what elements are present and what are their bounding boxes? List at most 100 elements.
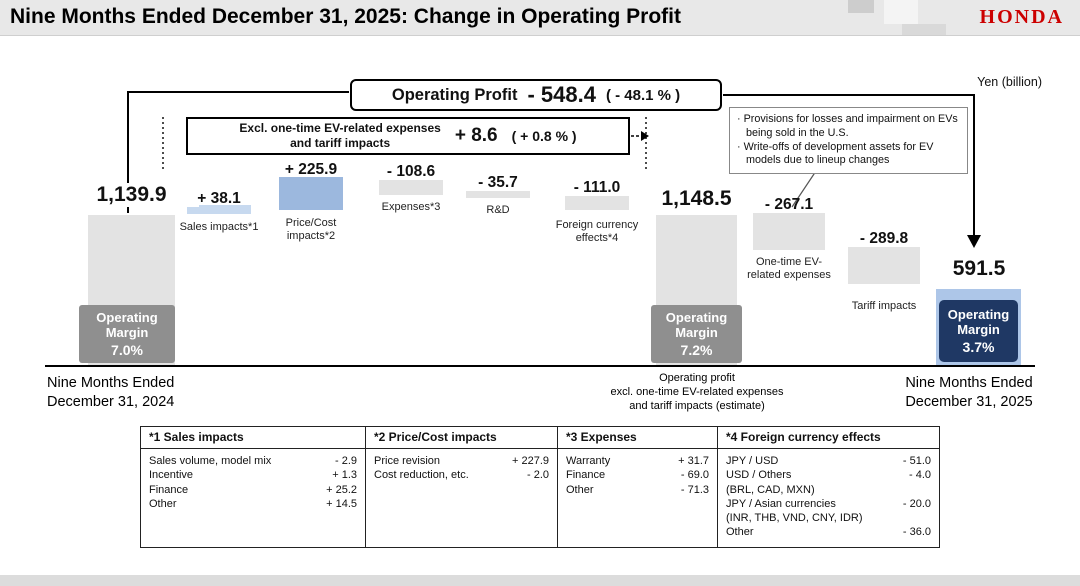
table-cell-value: - 71.3 (680, 483, 709, 496)
footnote-table: *1 Sales impacts Sales volume, model mix… (140, 426, 940, 548)
table-cell-value: + 14.5 (326, 497, 357, 510)
waterfall-bar-expenses (379, 180, 443, 195)
arrowhead-down-icon (967, 235, 981, 248)
axis-label-2025: Nine Months Ended December 31, 2025 (903, 374, 1035, 412)
table-column-expenses: *3 Expenses Warranty + 31.7 Finance - 69.0… (557, 427, 717, 547)
excl-label: Excl. one-time EV-related expenses and t… (239, 121, 440, 151)
axis-label-2024: Nine Months Ended December 31, 2024 (47, 374, 232, 412)
axis-line: December 31, 2025 (905, 394, 1033, 411)
decorative-shape (848, 0, 874, 13)
label-rnd: R&D (486, 204, 510, 216)
excl-change-value: + 8.6 (454, 125, 498, 146)
waterfall-bar-fx-effects (565, 196, 629, 210)
value-price-cost-impacts: + 225.9 (284, 161, 338, 178)
table-cell-label: Other (149, 497, 177, 510)
table-column-price-cost: *2 Price/Cost impacts Price revision + 22… (365, 427, 557, 547)
label-ev-expenses: One-time EV-related expenses (747, 256, 831, 282)
table-row: Other - 71.3 (566, 483, 709, 497)
value-ev-expenses: - 267.1 (764, 196, 814, 213)
table-cell-label: Sales volume, model mix (149, 455, 272, 467)
table-row: Cost reduction, etc. - 2.0 (374, 468, 549, 482)
bottom-strip (0, 575, 1080, 586)
table-cell-value: - 36.0 (902, 526, 931, 539)
excl-label-line2: and tariff impacts (290, 136, 391, 150)
table-cell-label: JPY / USD (726, 455, 779, 467)
operating-profit-change-value: - 548.4 (527, 82, 596, 107)
table-cell-value: + 227.9 (511, 455, 549, 467)
value-2025-total: 591.5 (933, 257, 1025, 281)
table-row: Finance + 25.2 (149, 483, 357, 497)
table-row: Warranty + 31.7 (566, 454, 709, 468)
decorative-shape (884, 0, 918, 24)
axis-line: Nine Months Ended (47, 375, 175, 391)
table-row: Incentive + 1.3 (149, 468, 357, 482)
waterfall-bar-tariff-impacts (848, 247, 920, 284)
excl-one-time-summary-box: Excl. one-time EV-related expenses and t… (186, 117, 630, 155)
table-cell-label: JPY / Asian currencies (726, 497, 836, 510)
value-expenses: - 108.6 (386, 163, 436, 180)
table-cell-value: - 51.0 (902, 455, 931, 467)
ev-provisions-note-box: · Provisions for losses and impairment o… (729, 107, 968, 175)
table-row: (INR, THB, VND, CNY, IDR) (726, 511, 931, 525)
title-bar: Nine Months Ended December 31, 2025: Cha… (0, 0, 1080, 36)
column-body: Warranty + 31.7 Finance - 69.0 Other - 71.3 (558, 449, 717, 547)
table-cell-label: Cost reduction, etc. (374, 469, 469, 482)
decorative-shape (902, 24, 946, 35)
value-rnd: - 35.7 (478, 174, 518, 191)
axis-line: December 31, 2024 (47, 394, 175, 411)
label-fx-effects: Foreign currency effects*4 (555, 219, 639, 245)
label-price-cost-impacts: Price/Cost impacts*2 (285, 217, 337, 243)
operating-margin-value: 3.7% (962, 339, 995, 356)
honda-logo: HONDA (979, 6, 1064, 28)
table-cell-label: Price revision (374, 455, 441, 467)
waterfall-bar-rnd (466, 191, 530, 198)
label-tariff-impacts: Tariff impacts (851, 300, 917, 312)
column-header: *3 Expenses (558, 427, 717, 449)
axis-line: and tariff impacts (estimate) (629, 399, 765, 412)
table-row: Finance - 69.0 (566, 468, 709, 482)
table-cell-label: Finance (566, 469, 606, 482)
value-subtotal: 1,148.5 (640, 187, 753, 211)
baseline-axis (45, 365, 1035, 367)
value-tariff-impacts: - 289.8 (859, 230, 909, 247)
waterfall-bar-price-cost-impacts (279, 177, 343, 210)
page-title: Nine Months Ended December 31, 2025: Cha… (10, 5, 681, 28)
table-row: Other + 14.5 (149, 497, 357, 511)
operating-profit-change-pct: ( - 48.1 % ) (605, 86, 681, 104)
value-sales-impacts: + 38.1 (197, 190, 241, 207)
waterfall-bar-ev-expenses (753, 213, 825, 250)
axis-line: Operating profit (659, 372, 735, 384)
table-cell-value: + 1.3 (332, 469, 357, 482)
axis-line: Nine Months Ended (905, 375, 1033, 391)
operating-margin-label: Operating Margin (665, 309, 728, 341)
table-cell-label: Finance (149, 483, 189, 496)
table-row: JPY / USD - 51.0 (726, 454, 931, 468)
arrowhead-right-icon (641, 131, 649, 141)
operating-profit-summary-box: Operating Profit - 548.4 ( - 48.1 % ) (350, 79, 722, 111)
label-expenses: Expenses*3 (381, 201, 441, 213)
unit-label: Yen (billion) (977, 75, 1042, 89)
table-row: Price revision + 227.9 (374, 454, 549, 468)
table-cell-label: (INR, THB, VND, CNY, IDR) (726, 512, 863, 525)
label-sales-impacts: Sales impacts*1 (179, 221, 259, 233)
column-body: Sales volume, model mix - 2.9 Incentive + … (141, 449, 365, 547)
axis-line: excl. one-time EV-related expenses (610, 385, 784, 398)
table-cell-label: Other (726, 526, 754, 539)
operating-margin-label: Operating Margin (96, 309, 158, 341)
excl-change-pct: ( + 0.8 % ) (511, 128, 577, 144)
table-cell-value: - 2.9 (334, 455, 357, 467)
operating-margin-badge-2024: Operating Margin 7.0% (79, 305, 175, 363)
table-cell-value: + 25.2 (326, 483, 357, 496)
column-body: JPY / USD - 51.0 USD / Others - 4.0 (BRL, … (718, 449, 939, 547)
column-header: *4 Foreign currency effects (718, 427, 939, 449)
excl-label-line1: Excl. one-time EV-related expenses (239, 121, 441, 135)
table-cell-value: - 4.0 (908, 469, 931, 482)
operating-margin-badge-subtotal: Operating Margin 7.2% (651, 305, 742, 363)
table-row: Sales volume, model mix - 2.9 (149, 454, 357, 468)
operating-margin-label: Operating Margin (947, 306, 1010, 338)
table-cell-value: + 31.7 (678, 455, 709, 467)
note-bullet: · Provisions for losses and impairment o… (737, 113, 958, 139)
column-body: Price revision + 227.9 Cost reduction, et… (366, 449, 557, 547)
table-cell-value: - 2.0 (526, 469, 549, 482)
